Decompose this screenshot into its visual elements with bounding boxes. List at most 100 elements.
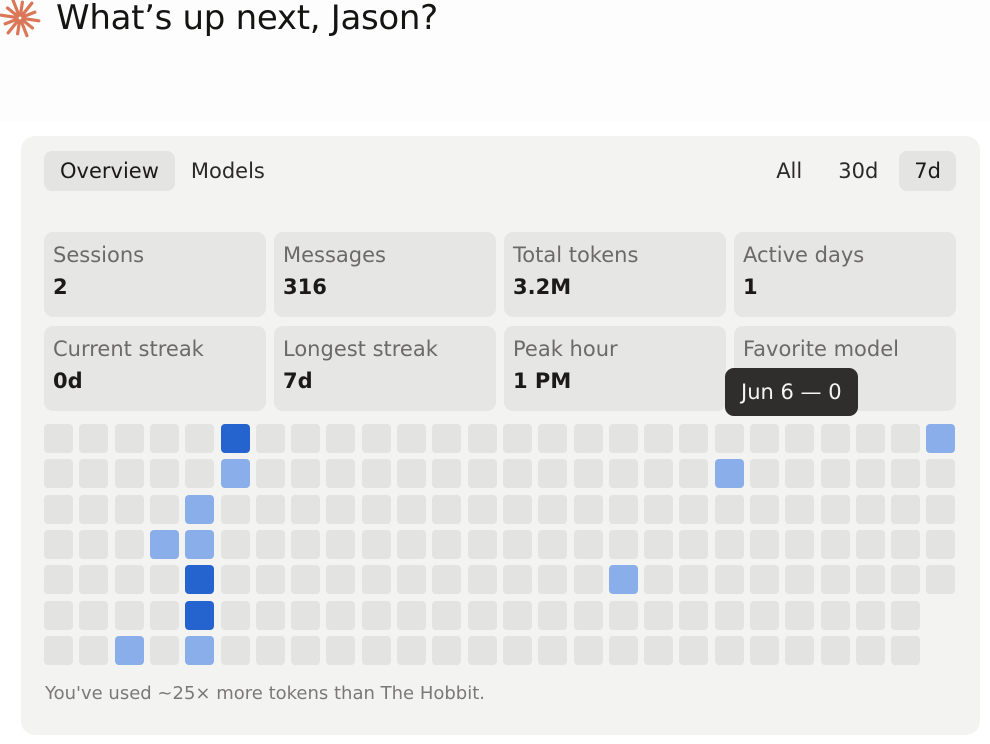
heatmap-cell[interactable] [291, 424, 320, 453]
heatmap-cell[interactable] [715, 459, 744, 488]
heatmap-cell[interactable] [856, 459, 885, 488]
heatmap-cell[interactable] [185, 530, 214, 559]
heatmap-cell[interactable] [609, 636, 638, 665]
heatmap-cell[interactable] [326, 601, 355, 630]
heatmap-cell[interactable] [185, 565, 214, 594]
heatmap-cell[interactable] [468, 530, 497, 559]
heatmap-cell[interactable] [291, 459, 320, 488]
heatmap-cell[interactable] [115, 459, 144, 488]
heatmap-cell[interactable] [115, 636, 144, 665]
heatmap-cell[interactable] [503, 601, 532, 630]
heatmap-cell[interactable] [644, 459, 673, 488]
heatmap-cell[interactable] [150, 636, 179, 665]
heatmap-cell[interactable] [256, 565, 285, 594]
heatmap-cell[interactable] [115, 565, 144, 594]
tab-models[interactable]: Models [190, 159, 265, 183]
heatmap-cell[interactable] [856, 565, 885, 594]
heatmap-cell[interactable] [679, 495, 708, 524]
heatmap-cell[interactable] [679, 601, 708, 630]
heatmap-cell[interactable] [750, 495, 779, 524]
heatmap-cell[interactable] [256, 424, 285, 453]
heatmap-cell[interactable] [115, 424, 144, 453]
heatmap-cell[interactable] [150, 495, 179, 524]
heatmap-cell[interactable] [609, 424, 638, 453]
heatmap-cell[interactable] [468, 424, 497, 453]
heatmap-cell[interactable] [644, 565, 673, 594]
heatmap-cell[interactable] [221, 565, 250, 594]
heatmap-cell[interactable] [397, 459, 426, 488]
heatmap-cell[interactable] [432, 601, 461, 630]
heatmap-cell[interactable] [79, 601, 108, 630]
heatmap-cell[interactable] [79, 636, 108, 665]
heatmap-cell[interactable] [221, 459, 250, 488]
heatmap-cell[interactable] [856, 601, 885, 630]
heatmap-cell[interactable] [432, 424, 461, 453]
heatmap-cell[interactable] [926, 459, 955, 488]
heatmap-cell[interactable] [891, 530, 920, 559]
heatmap-cell[interactable] [644, 495, 673, 524]
heatmap-cell[interactable] [574, 459, 603, 488]
heatmap-cell[interactable] [750, 601, 779, 630]
heatmap-cell[interactable] [785, 636, 814, 665]
heatmap-cell[interactable] [821, 601, 850, 630]
heatmap-cell[interactable] [432, 459, 461, 488]
heatmap-cell[interactable] [44, 530, 73, 559]
heatmap-cell[interactable] [538, 601, 567, 630]
heatmap-cell[interactable] [397, 424, 426, 453]
heatmap-cell[interactable] [468, 636, 497, 665]
heatmap-cell[interactable] [503, 565, 532, 594]
heatmap-cell[interactable] [79, 495, 108, 524]
heatmap-cell[interactable] [397, 495, 426, 524]
heatmap-cell[interactable] [821, 459, 850, 488]
heatmap-cell[interactable] [115, 495, 144, 524]
heatmap-cell[interactable] [115, 601, 144, 630]
heatmap-cell[interactable] [362, 530, 391, 559]
heatmap-cell[interactable] [891, 636, 920, 665]
heatmap-cell[interactable] [256, 530, 285, 559]
heatmap-cell[interactable] [256, 636, 285, 665]
heatmap-cell[interactable] [679, 459, 708, 488]
heatmap-cell[interactable] [115, 530, 144, 559]
heatmap-cell[interactable] [150, 530, 179, 559]
heatmap-cell[interactable] [715, 530, 744, 559]
heatmap-cell[interactable] [221, 636, 250, 665]
heatmap-cell[interactable] [574, 424, 603, 453]
heatmap-cell[interactable] [221, 530, 250, 559]
heatmap-cell[interactable] [44, 636, 73, 665]
range-30d[interactable]: 30d [838, 159, 879, 183]
heatmap-cell[interactable] [679, 636, 708, 665]
heatmap-cell[interactable] [362, 601, 391, 630]
heatmap-cell[interactable] [538, 636, 567, 665]
heatmap-cell[interactable] [503, 424, 532, 453]
heatmap-cell[interactable] [44, 495, 73, 524]
heatmap-cell[interactable] [362, 424, 391, 453]
heatmap-cell[interactable] [644, 636, 673, 665]
heatmap-cell[interactable] [715, 601, 744, 630]
heatmap-cell[interactable] [185, 601, 214, 630]
heatmap-cell[interactable] [609, 459, 638, 488]
heatmap-cell[interactable] [326, 495, 355, 524]
heatmap-cell[interactable] [926, 565, 955, 594]
heatmap-cell[interactable] [926, 495, 955, 524]
heatmap-cell[interactable] [750, 636, 779, 665]
heatmap-cell[interactable] [821, 495, 850, 524]
heatmap-cell[interactable] [221, 424, 250, 453]
heatmap-cell[interactable] [79, 424, 108, 453]
heatmap-cell[interactable] [715, 424, 744, 453]
heatmap-cell[interactable] [362, 459, 391, 488]
heatmap-cell[interactable] [785, 601, 814, 630]
heatmap-cell[interactable] [891, 424, 920, 453]
heatmap-cell[interactable] [185, 459, 214, 488]
heatmap-cell[interactable] [750, 565, 779, 594]
heatmap-cell[interactable] [715, 565, 744, 594]
heatmap-cell[interactable] [856, 495, 885, 524]
heatmap-cell[interactable] [538, 495, 567, 524]
heatmap-cell[interactable] [856, 424, 885, 453]
heatmap-cell[interactable] [503, 495, 532, 524]
heatmap-cell[interactable] [79, 565, 108, 594]
heatmap-cell[interactable] [750, 424, 779, 453]
heatmap-cell[interactable] [185, 636, 214, 665]
heatmap-cell[interactable] [574, 601, 603, 630]
heatmap-cell[interactable] [679, 565, 708, 594]
heatmap-cell[interactable] [891, 565, 920, 594]
